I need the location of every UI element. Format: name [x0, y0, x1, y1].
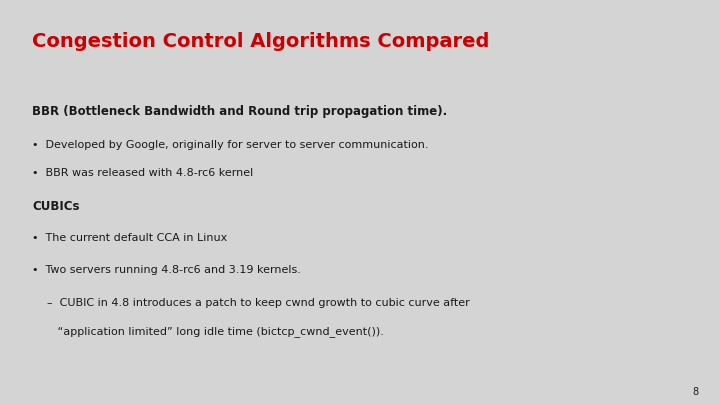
Text: BBR (Bottleneck Bandwidth and Round trip propagation time).: BBR (Bottleneck Bandwidth and Round trip…: [32, 105, 448, 118]
Text: –  CUBIC in 4.8 introduces a patch to keep cwnd growth to cubic curve after: – CUBIC in 4.8 introduces a patch to kee…: [47, 298, 469, 308]
Text: •  BBR was released with 4.8-rc6 kernel: • BBR was released with 4.8-rc6 kernel: [32, 168, 253, 178]
Text: 8: 8: [692, 387, 698, 397]
Text: Congestion Control Algorithms Compared: Congestion Control Algorithms Compared: [32, 32, 490, 51]
Text: •  The current default CCA in Linux: • The current default CCA in Linux: [32, 233, 228, 243]
Text: •  Two servers running 4.8-rc6 and 3.19 kernels.: • Two servers running 4.8-rc6 and 3.19 k…: [32, 265, 301, 275]
Text: •  Developed by Google, originally for server to server communication.: • Developed by Google, originally for se…: [32, 140, 429, 150]
Text: CUBICs: CUBICs: [32, 200, 80, 213]
Text: “application limited” long idle time (bictcp_cwnd_event()).: “application limited” long idle time (bi…: [47, 326, 384, 337]
